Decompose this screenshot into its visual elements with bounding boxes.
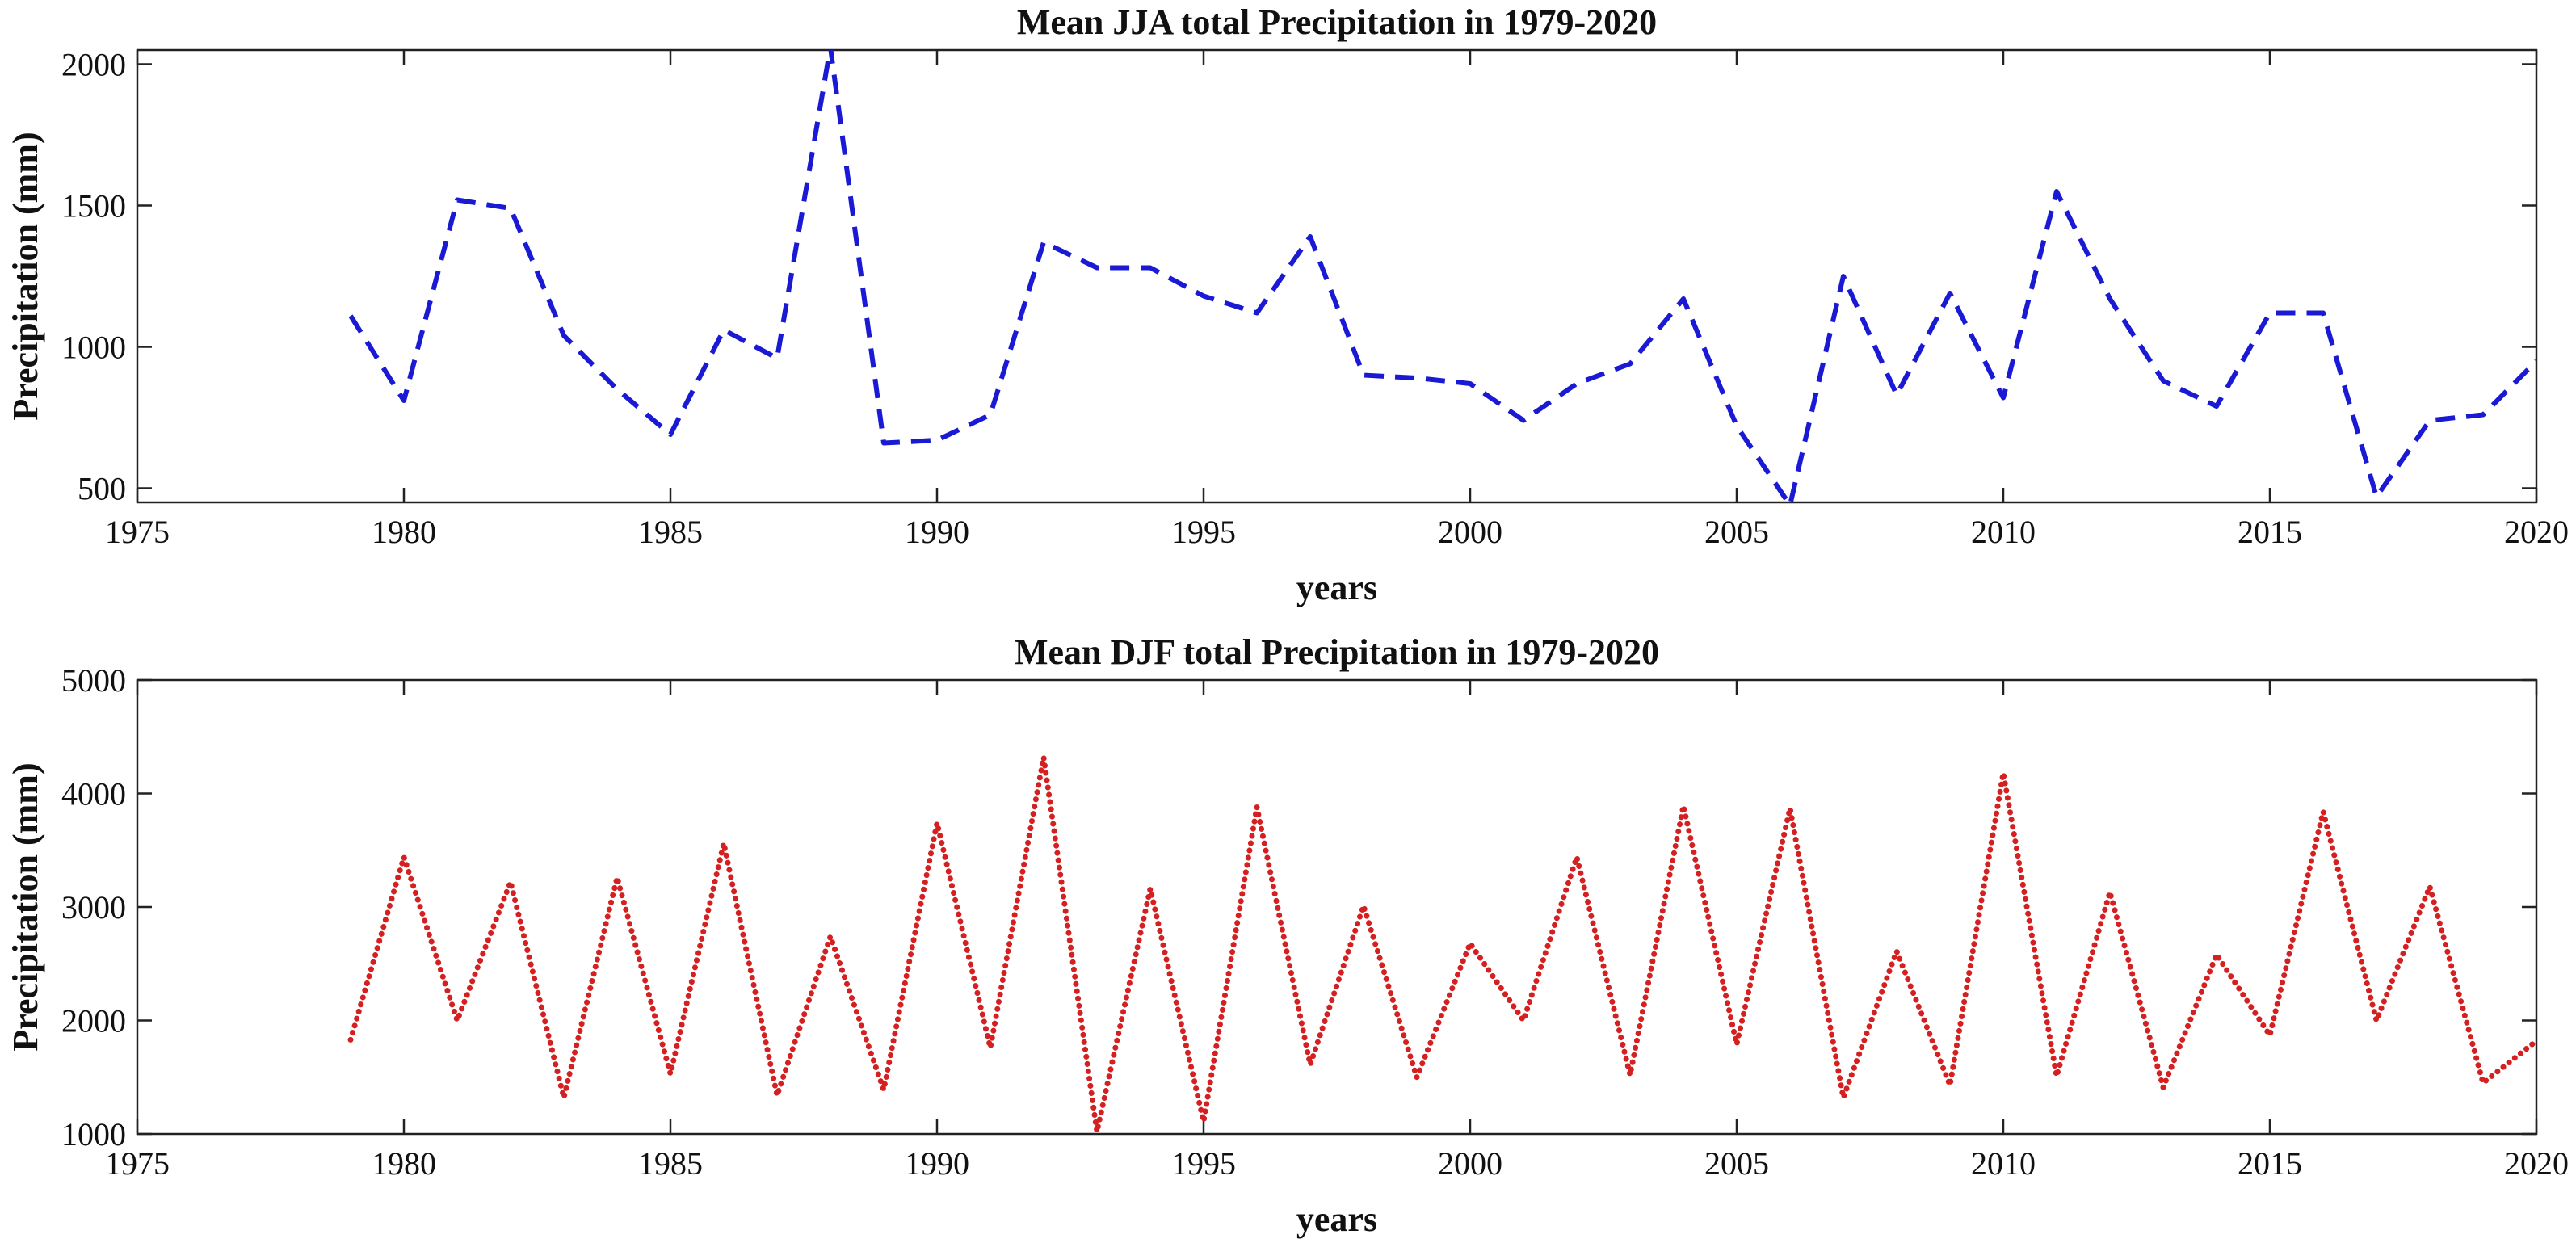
djf-chart-title: Mean DJF total Precipitation in 1979-202…	[1015, 632, 1659, 672]
jja-chart-title: Mean JJA total Precipitation in 1979-202…	[1017, 2, 1657, 42]
jja-x-tick-label: 1985	[638, 514, 703, 550]
djf-y-tick-label: 2000	[61, 1003, 126, 1039]
jja-x-tick-label: 2015	[2238, 514, 2302, 550]
jja-x-tick-label: 2010	[1971, 514, 2036, 550]
djf-x-axis-label: years	[1296, 1199, 1377, 1239]
jja-x-tick-label: 1975	[105, 514, 170, 550]
jja-x-tick-label: 2020	[2504, 514, 2569, 550]
jja-x-tick-label: 2005	[1704, 514, 1769, 550]
djf-y-tick-label: 4000	[61, 776, 126, 812]
jja-y-tick-label: 2000	[61, 47, 126, 83]
djf-x-tick-label: 2005	[1704, 1145, 1769, 1182]
djf-x-tick-label: 1990	[905, 1145, 969, 1182]
jja-y-tick-label: 1500	[61, 188, 126, 225]
djf-y-axis-label: Precipitation (mm)	[6, 762, 45, 1051]
djf-x-tick-label: 1980	[372, 1145, 436, 1182]
djf-x-tick-label: 2015	[2238, 1145, 2302, 1182]
djf-y-tick-label: 1000	[61, 1116, 126, 1153]
jja-x-axis-label: years	[1296, 568, 1377, 607]
djf-plot-area	[136, 678, 2538, 1136]
djf-x-tick-label: 2010	[1971, 1145, 2036, 1182]
jja-series-line	[348, 50, 2536, 502]
djf-x-tick-label: 1975	[105, 1145, 170, 1182]
djf-x-tick-label: 1985	[638, 1145, 703, 1182]
jja-x-tick-label: 1980	[372, 514, 436, 550]
djf-x-tick-label: 2020	[2504, 1145, 2569, 1182]
jja-x-tick-label: 1995	[1171, 514, 1236, 550]
jja-y-tick-label: 1000	[61, 330, 126, 366]
djf-x-tick-label: 1995	[1171, 1145, 1236, 1182]
jja-x-tick-label: 1990	[905, 514, 969, 550]
jja-x-tick-label: 2000	[1438, 514, 1502, 550]
jja-y-tick-label: 500	[78, 471, 126, 507]
djf-series-line	[347, 754, 2536, 1134]
jja-plot-area	[136, 48, 2538, 504]
djf-y-tick-label: 5000	[61, 662, 126, 699]
djf-x-tick-label: 2000	[1438, 1145, 1502, 1182]
djf-y-tick-label: 3000	[61, 889, 126, 926]
jja-y-axis-label: Precipitation (mm)	[6, 132, 45, 420]
